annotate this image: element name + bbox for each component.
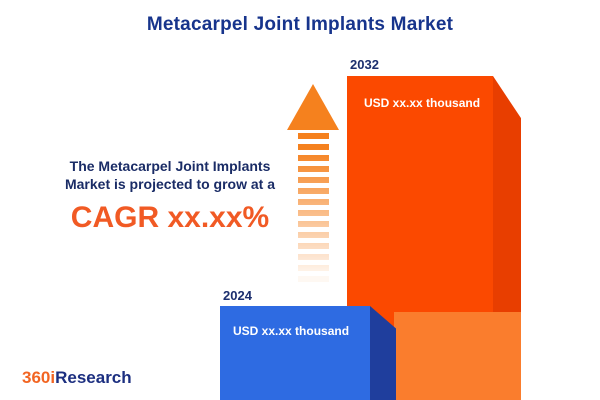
brand-logo-orange: 360i [22, 368, 56, 387]
promo-line-2: Market is projected to grow at a [64, 175, 276, 192]
bar-2032-lower-shade [394, 312, 521, 400]
brand-logo: 360iResearch [22, 368, 132, 388]
bar-2024-value-label: USD xx.xx thousand [233, 324, 350, 338]
brand-logo-navy: Research [55, 368, 132, 387]
bar-2032-value-label: USD xx.xx thousand [364, 96, 481, 110]
bar-2024-year-label: 2024 [223, 288, 252, 303]
bar-2032-year-label: 2032 [350, 57, 379, 72]
cagr-value: CAGR xx.xx% [70, 201, 270, 234]
promo-text-block: The Metacarpel Joint Implants Market is … [28, 158, 312, 235]
growth-arrow-dashes [298, 133, 329, 283]
growth-arrow-icon [287, 84, 339, 130]
promo-line-1: The Metacarpel Joint Implants [69, 158, 271, 174]
page-title: Metacarpel Joint Implants Market [146, 14, 454, 35]
bar-2024-front [220, 306, 370, 400]
